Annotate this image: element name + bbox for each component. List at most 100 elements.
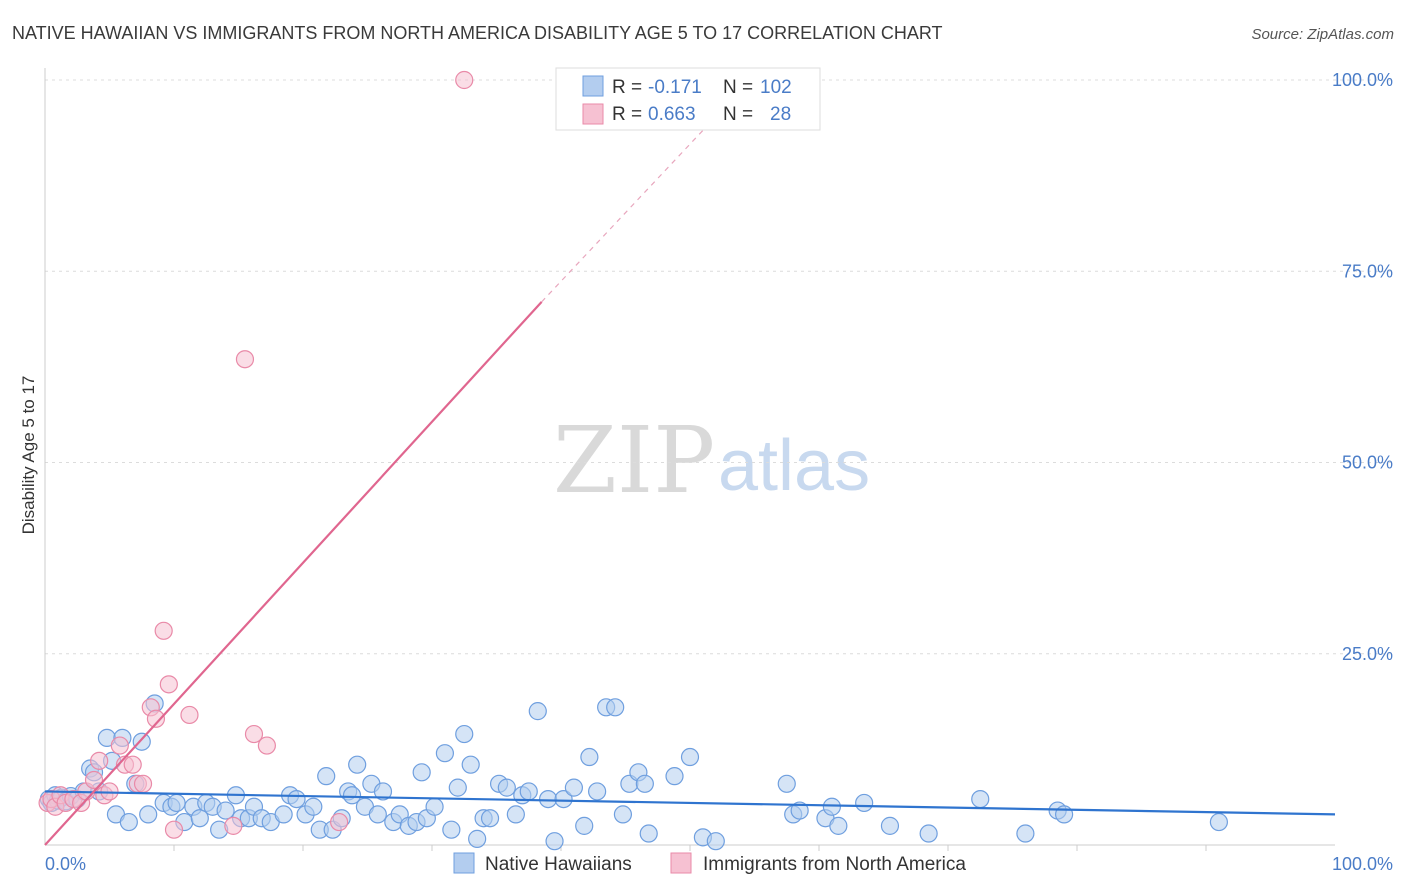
native-hawaiians-trendline xyxy=(44,790,1336,816)
native-hawaiians-point xyxy=(971,789,990,809)
native-hawaiians-point xyxy=(545,832,564,851)
native-hawaiians-point xyxy=(1209,812,1229,832)
y-tick-label: 50.0% xyxy=(1342,453,1393,473)
immigrants-point xyxy=(164,820,184,839)
y-tick-label: 25.0% xyxy=(1342,644,1393,664)
native-hawaiians-point xyxy=(575,816,594,835)
immigrants-point xyxy=(84,770,104,790)
native-hawaiians-point xyxy=(519,782,538,801)
native-hawaiians-point xyxy=(425,797,444,816)
x-tick-labels: 0.0% 100.0% xyxy=(45,854,1393,874)
series-legend: Native Hawaiians Immigrants from North A… xyxy=(453,852,966,875)
chart-source: Source: ZipAtlas.com xyxy=(1251,26,1394,43)
watermark-zip: ZIP xyxy=(553,407,715,514)
native-hawaiians-point xyxy=(139,805,158,824)
native-hawaiians-point xyxy=(435,744,454,763)
native-hawaiians-point xyxy=(480,809,500,828)
legend-r-label-2: R = xyxy=(612,104,642,125)
native-hawaiians-point xyxy=(373,782,393,801)
immigrants-point xyxy=(146,709,166,728)
native-hawaiians-point xyxy=(461,755,480,774)
legend-n-label-1: N = xyxy=(723,77,753,98)
native-hawaiians-point xyxy=(442,820,461,839)
legend-n-label-2: N = xyxy=(723,104,753,125)
y-tick-label: 100.0% xyxy=(1332,70,1393,90)
native-hawaiians-point xyxy=(342,786,362,805)
y-axis-label: Disability Age 5 to 17 xyxy=(19,376,38,535)
immigrants-point xyxy=(455,70,474,90)
native-hawaiians-point xyxy=(190,809,209,828)
immigrants-point xyxy=(110,736,129,755)
native-hawaiians-point xyxy=(455,724,474,744)
native-hawaiians-point xyxy=(665,767,684,786)
immigrants-point xyxy=(159,675,178,694)
native-hawaiians-point xyxy=(777,774,796,793)
x-tick-label-max: 100.0% xyxy=(1332,854,1393,874)
immigrants-point xyxy=(90,751,109,770)
series-legend-label-2: Immigrants from North America xyxy=(703,854,966,875)
native-hawaiians-point xyxy=(468,829,487,848)
native-hawaiians-point xyxy=(304,797,323,816)
series-legend-label-1: Native Hawaiians xyxy=(485,854,632,875)
y-tick-label: 75.0% xyxy=(1342,261,1393,281)
chart-title: NATIVE HAWAIIAN VS IMMIGRANTS FROM NORTH… xyxy=(12,23,943,43)
native-hawaiians-point xyxy=(216,801,235,820)
x-tick-label-min: 0.0% xyxy=(45,854,86,874)
legend-r-label-1: R = xyxy=(612,77,642,98)
axes xyxy=(44,68,1335,846)
immigrants-point xyxy=(133,774,153,793)
native-hawaiians-point xyxy=(506,805,525,824)
series-native-hawaiians-points xyxy=(39,694,1229,851)
immigrants-point xyxy=(244,724,264,744)
native-hawaiians-point xyxy=(554,789,573,809)
y-tick-labels: 25.0% 50.0% 75.0% 100.0% xyxy=(1332,70,1393,664)
series-legend-swatch-blue xyxy=(453,852,475,874)
trend-lines xyxy=(44,102,1336,846)
immigrants-point xyxy=(257,736,276,755)
native-hawaiians-point xyxy=(348,755,367,774)
native-hawaiians-point xyxy=(613,805,633,824)
series-immigrants-north-america-points xyxy=(38,70,474,839)
legend-swatch-blue xyxy=(582,75,604,97)
watermark-atlas: atlas xyxy=(718,426,870,506)
native-hawaiians-point xyxy=(1016,824,1035,843)
native-hawaiians-point xyxy=(822,797,842,816)
native-hawaiians-point xyxy=(317,767,336,786)
native-hawaiians-point xyxy=(639,824,658,843)
native-hawaiians-point xyxy=(564,778,584,797)
native-hawaiians-point xyxy=(829,816,848,835)
native-hawaiians-point xyxy=(119,812,138,832)
immigrants-point xyxy=(330,812,349,832)
native-hawaiians-point xyxy=(448,778,467,797)
immigrants-point xyxy=(154,621,173,640)
native-hawaiians-point xyxy=(919,824,938,843)
legend-n-value-1: 102 xyxy=(760,77,792,98)
native-hawaiians-point xyxy=(635,774,654,793)
native-hawaiians-point xyxy=(706,832,725,851)
native-hawaiians-point xyxy=(167,793,186,813)
legend-n-value-2: 28 xyxy=(770,104,791,125)
native-hawaiians-point xyxy=(538,789,558,809)
legend-r-value-2: 0.663 xyxy=(648,104,696,125)
native-hawaiians-point xyxy=(528,702,547,721)
native-hawaiians-point xyxy=(287,789,306,809)
stats-legend: R = -0.171 N = 102 R = 0.663 N = 28 xyxy=(555,67,821,131)
immigrants-point xyxy=(180,705,199,725)
native-hawaiians-point xyxy=(274,805,293,824)
immigrants-point xyxy=(224,816,243,835)
native-hawaiians-point xyxy=(790,801,809,820)
native-hawaiians-point xyxy=(855,793,874,813)
legend-swatch-pink xyxy=(582,103,604,125)
immigrants-point xyxy=(235,350,255,369)
chart-header: NATIVE HAWAIIAN VS IMMIGRANTS FROM NORTH… xyxy=(12,23,1394,43)
watermark: ZIP atlas xyxy=(553,407,870,514)
native-hawaiians-point xyxy=(368,805,387,824)
immigrants-point xyxy=(123,755,142,774)
native-hawaiians-point xyxy=(588,782,607,801)
native-hawaiians-point xyxy=(132,732,151,751)
series-legend-swatch-pink xyxy=(670,852,692,874)
legend-r-value-1: -0.171 xyxy=(648,77,702,98)
immigrants-trendline xyxy=(44,301,543,846)
immigrants-trendline-extension xyxy=(541,102,730,303)
